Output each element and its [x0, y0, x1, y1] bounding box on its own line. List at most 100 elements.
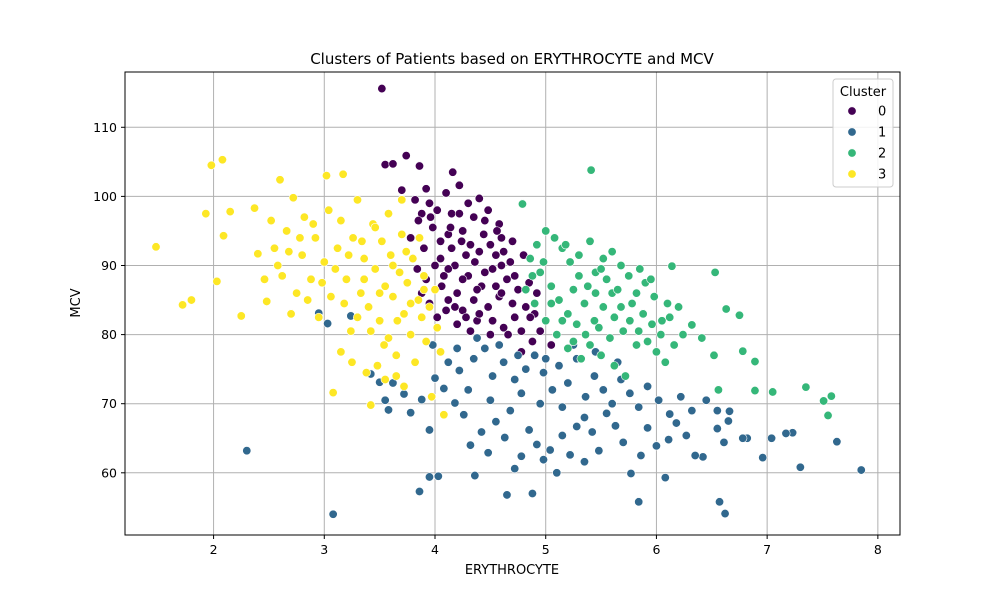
- scatter-point-cluster-0: [527, 337, 537, 347]
- scatter-point-cluster-0: [525, 312, 535, 322]
- scatter-point-cluster-1: [502, 490, 512, 500]
- scatter-point-cluster-3: [377, 236, 387, 246]
- scatter-point-cluster-3: [299, 212, 309, 222]
- scatter-point-cluster-2: [665, 312, 675, 322]
- scatter-point-cluster-1: [579, 413, 589, 423]
- scatter-point-cluster-3: [212, 276, 222, 286]
- scatter-point-cluster-1: [383, 405, 393, 415]
- scatter-point-cluster-2: [657, 316, 667, 326]
- scatter-point-cluster-3: [419, 271, 429, 281]
- scatter-point-cluster-1: [665, 409, 675, 419]
- scatter-point-cluster-1: [698, 452, 708, 462]
- scatter-point-cluster-3: [217, 155, 227, 165]
- legend-items: 0 1 2 3: [847, 105, 886, 183]
- scatter-point-cluster-3: [338, 169, 348, 179]
- scatter-point-cluster-0: [410, 195, 420, 205]
- scatter-point-cluster-0: [469, 212, 479, 222]
- scatter-point-cluster-0: [377, 84, 387, 94]
- scatter-point-cluster-1: [538, 455, 548, 465]
- scatter-point-cluster-3: [275, 175, 285, 185]
- scatter-point-cluster-1: [676, 392, 686, 402]
- scatter-point-cluster-2: [609, 361, 619, 371]
- scatter-point-cluster-0: [532, 288, 542, 298]
- scatter-point-cluster-3: [310, 233, 320, 243]
- scatter-point-cluster-3: [201, 209, 211, 219]
- scatter-point-cluster-0: [461, 312, 471, 322]
- scatter-point-cluster-0: [510, 312, 520, 322]
- scatter-point-cluster-0: [439, 271, 449, 281]
- scatter-point-cluster-2: [616, 260, 626, 270]
- scatter-point-cluster-0: [535, 326, 545, 336]
- legend: Cluster 0 1 2 3: [832, 78, 894, 188]
- scatter-point-cluster-1: [488, 371, 498, 381]
- scatter-point-cluster-1: [433, 471, 443, 481]
- scatter-point-cluster-0: [436, 254, 446, 264]
- scatter-point-cluster-1: [532, 439, 542, 449]
- scatter-point-cluster-0: [502, 274, 512, 284]
- scatter-point-cluster-0: [485, 330, 495, 340]
- scatter-point-cluster-2: [687, 320, 697, 330]
- scatter-point-cluster-1: [469, 354, 479, 364]
- scatter-point-cluster-3: [308, 219, 318, 229]
- scatter-point-cluster-3: [306, 274, 316, 284]
- scatter-point-cluster-0: [448, 167, 458, 177]
- scatter-point-cluster-1: [626, 468, 636, 478]
- scatter-point-cluster-1: [483, 448, 493, 458]
- scatter-point-cluster-3: [364, 302, 374, 312]
- scatter-point-cluster-2: [678, 330, 688, 340]
- scatter-point-cluster-0: [513, 285, 523, 295]
- scatter-point-cluster-3: [391, 350, 401, 360]
- scatter-point-cluster-1: [671, 418, 681, 428]
- scatter-point-cluster-1: [500, 433, 510, 443]
- x-tick-label: 2: [210, 542, 218, 557]
- scatter-point-cluster-1: [485, 395, 495, 405]
- legend-label-cluster-1: 1: [878, 126, 886, 141]
- scatter-point-cluster-2: [561, 240, 571, 250]
- scatter-point-cluster-0: [419, 243, 429, 253]
- legend-label-cluster-2: 2: [878, 147, 886, 162]
- plot-frame: [124, 71, 901, 536]
- scatter-point-cluster-0: [436, 236, 446, 246]
- scatter-point-cluster-3: [326, 292, 336, 302]
- scatter-point-cluster-0: [479, 229, 489, 239]
- scatter-point-cluster-3: [352, 195, 362, 205]
- scatter-point-cluster-0: [474, 309, 484, 319]
- scatter-point-cluster-2: [660, 357, 670, 367]
- scatter-point-cluster-3: [346, 326, 356, 336]
- scatter-point-cluster-0: [469, 295, 479, 305]
- scatter-point-cluster-3: [432, 323, 442, 333]
- scatter-point-cluster-0: [499, 247, 509, 257]
- scatter-point-cluster-2: [613, 285, 623, 295]
- scatter-point-cluster-0: [454, 209, 464, 219]
- scatter-point-cluster-0: [454, 180, 464, 190]
- scatter-point-cluster-0: [424, 198, 434, 208]
- scatter-point-cluster-0: [413, 216, 423, 226]
- scatter-point-cluster-3: [392, 316, 402, 326]
- scatter-point-cluster-2: [557, 316, 567, 326]
- scatter-point-cluster-1: [738, 433, 748, 443]
- scatter-point-cluster-2: [768, 387, 778, 397]
- scatter-point-cluster-2: [583, 281, 593, 291]
- scatter-point-cluster-3: [401, 247, 411, 257]
- scatter-point-cluster-0: [430, 260, 440, 270]
- x-tick-label: 3: [320, 542, 328, 557]
- scatter-point-cluster-1: [572, 422, 582, 432]
- scatter-point-cluster-2: [710, 267, 720, 277]
- scatter-point-cluster-0: [472, 285, 482, 295]
- scatter-point-cluster-0: [488, 264, 498, 274]
- scatter-point-cluster-3: [282, 226, 292, 236]
- scatter-point-cluster-3: [430, 285, 440, 295]
- y-axis-title: MCV: [69, 288, 84, 317]
- scatter-point-cluster-1: [723, 416, 733, 426]
- scatter-point-cluster-1: [443, 357, 453, 367]
- scatter-point-cluster-1: [719, 437, 729, 447]
- scatter-point-cluster-3: [410, 357, 420, 367]
- scatter-point-cluster-2: [552, 330, 562, 340]
- scatter-point-cluster-0: [432, 205, 442, 215]
- scatter-point-cluster-3: [380, 375, 390, 385]
- scatter-point-cluster-3: [375, 316, 385, 326]
- scatter-point-cluster-1: [452, 343, 462, 353]
- scatter-point-cluster-1: [610, 421, 620, 431]
- scatter-point-cluster-0: [491, 250, 501, 260]
- scatter-point-cluster-0: [516, 326, 526, 336]
